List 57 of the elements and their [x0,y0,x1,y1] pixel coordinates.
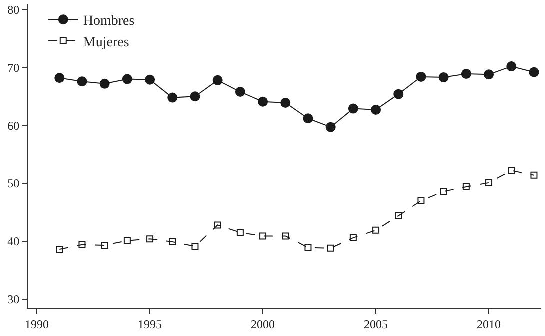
y-tick-label: 50 [8,176,20,191]
point [326,122,336,132]
y-tick-label: 30 [8,292,20,307]
point [395,212,402,220]
point [394,89,404,100]
point [78,241,86,248]
point [192,243,199,250]
point [101,242,108,249]
point [190,92,200,102]
point [327,244,334,252]
point [146,236,154,243]
point [462,183,470,190]
point [348,104,358,114]
legend-label: Hombres [83,14,135,30]
point [418,197,425,204]
point [484,70,494,80]
point [508,167,516,174]
point [461,69,472,80]
point [280,98,291,108]
point [350,234,357,242]
point [303,114,314,124]
point [56,246,64,254]
point [212,75,223,86]
point [236,229,244,236]
x-tick-label: 2000 [251,317,276,332]
x-tick-label: 2005 [364,317,388,332]
point [440,188,448,196]
point [214,222,222,229]
point [371,104,382,115]
point [529,67,540,78]
point [77,76,88,87]
y-tick-label: 70 [8,60,20,75]
point [169,238,176,246]
point [438,72,449,83]
legend-label: Mujeres [83,35,130,50]
point [235,87,246,98]
y-tick-label: 40 [8,234,20,249]
point [258,96,268,107]
point [168,92,178,103]
point [54,73,65,84]
point [486,179,493,186]
x-tick-label: 1990 [25,317,50,332]
point [416,72,426,82]
point [100,78,110,89]
point [530,172,538,179]
point [282,232,290,240]
point [122,74,132,84]
x-tick-label: 1995 [138,317,162,332]
y-tick-label: 60 [8,118,20,133]
point [372,226,380,234]
point [304,244,312,252]
point [145,74,156,85]
x-tick-label: 2010 [477,317,502,332]
point [124,237,131,244]
y-tick-label: 80 [8,2,20,17]
point [506,62,517,72]
point [260,232,267,240]
